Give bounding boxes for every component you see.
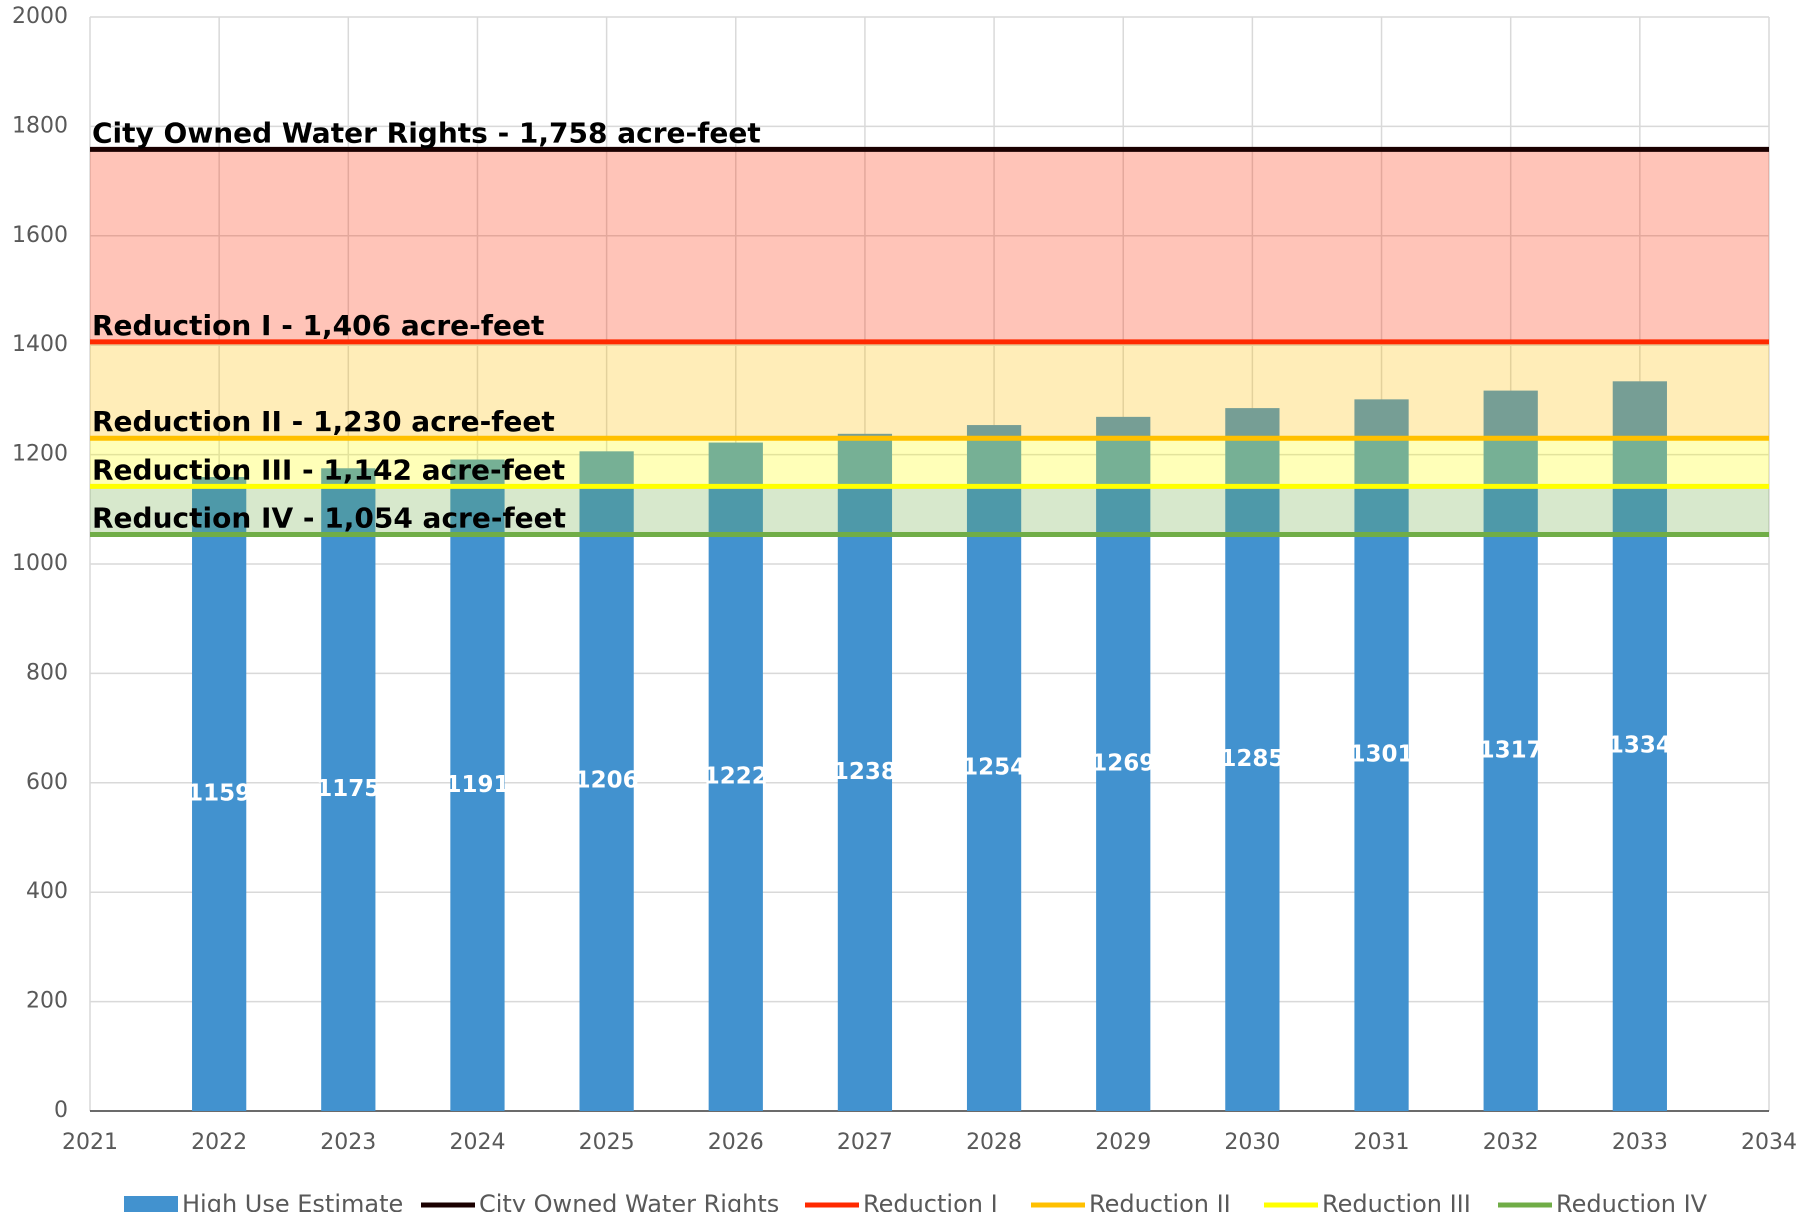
bar: [450, 459, 505, 1111]
y-tick-label: 1600: [12, 223, 68, 248]
legend-label: Reduction III: [1322, 1190, 1471, 1212]
band: [90, 438, 1769, 487]
value-label: 1317: [1479, 737, 1543, 763]
legend-label: Reduction IV: [1556, 1190, 1708, 1212]
legend-swatch: [124, 1196, 178, 1212]
legend-label: Reduction II: [1089, 1190, 1231, 1212]
y-tick-label: 400: [26, 879, 68, 904]
x-tick-label: 2034: [1741, 1130, 1797, 1155]
bar: [321, 468, 376, 1111]
bar: [1225, 408, 1280, 1112]
bar: [966, 425, 1022, 1111]
x-tick-label: 2028: [966, 1130, 1022, 1155]
bar: [192, 477, 247, 1112]
x-tick-label: 2022: [191, 1130, 247, 1155]
bands: [90, 149, 1769, 535]
band: [90, 486, 1769, 535]
x-tick-label: 2027: [837, 1130, 893, 1155]
bar: [579, 451, 634, 1111]
value-label: 1175: [316, 776, 380, 802]
y-tick-label: 2000: [12, 4, 68, 29]
bar: [1483, 390, 1538, 1111]
band: [90, 341, 1769, 439]
bar: [1612, 381, 1667, 1111]
value-label: 1285: [1220, 746, 1284, 772]
y-tick-label: 600: [26, 770, 68, 795]
x-tick-label: 2032: [1483, 1130, 1539, 1155]
bar: [708, 442, 763, 1111]
labels: 0 200 400 600 800 1000 1200 1400 1600 1800 2000 202…: [12, 4, 1797, 1155]
legend-label: High Use Estimate: [182, 1190, 403, 1212]
annotation: Reduction III - 1,142 acre-feet: [92, 453, 565, 486]
annotation: Reduction I - 1,406 acre-feet: [92, 309, 544, 342]
x-tick-label: 2029: [1095, 1130, 1151, 1155]
x-tick-label: 2023: [320, 1130, 376, 1155]
value-label: 1191: [445, 772, 509, 798]
x-tick-label: 2024: [449, 1130, 505, 1155]
legend: High Use Estimate City Owned Water Rights…: [124, 1190, 1708, 1212]
annotation: Reduction II - 1,230 acre-feet: [92, 405, 555, 438]
value-label: 1206: [575, 768, 639, 794]
y-tick-label: 1000: [12, 551, 68, 576]
y-tick-label: 200: [26, 989, 68, 1014]
x-tick-label: 2031: [1354, 1130, 1410, 1155]
x-tick-label: 2021: [62, 1130, 118, 1155]
y-tick-label: 1200: [12, 442, 68, 467]
bar: [837, 433, 893, 1112]
reference-lines: [90, 146, 1769, 537]
bars: [192, 381, 1667, 1112]
value-label: 1254: [962, 755, 1026, 781]
value-label: 1238: [833, 759, 897, 785]
y-tick-label: 0: [54, 1098, 68, 1123]
annotation: Reduction IV - 1,054 acre-feet: [92, 501, 566, 534]
x-tick-label: 2025: [579, 1130, 635, 1155]
y-tick-label: 800: [26, 660, 68, 685]
x-tick-label: 2033: [1612, 1130, 1668, 1155]
y-tick-label: 1800: [12, 113, 68, 138]
value-label: 1301: [1350, 742, 1414, 768]
value-label: 1222: [704, 763, 768, 789]
band: [90, 149, 1769, 342]
value-label: 1269: [1091, 750, 1155, 776]
bar: [1354, 399, 1409, 1111]
x-tick-label: 2026: [708, 1130, 764, 1155]
legend-label: Reduction I: [863, 1190, 998, 1212]
y-tick-label: 1400: [12, 332, 68, 357]
annotation: City Owned Water Rights - 1,758 acre-fee…: [92, 116, 761, 149]
x-tick-label: 2030: [1224, 1130, 1280, 1155]
value-label: 1159: [187, 781, 251, 807]
legend-label: City Owned Water Rights: [479, 1190, 779, 1212]
value-label: 1334: [1608, 733, 1672, 759]
